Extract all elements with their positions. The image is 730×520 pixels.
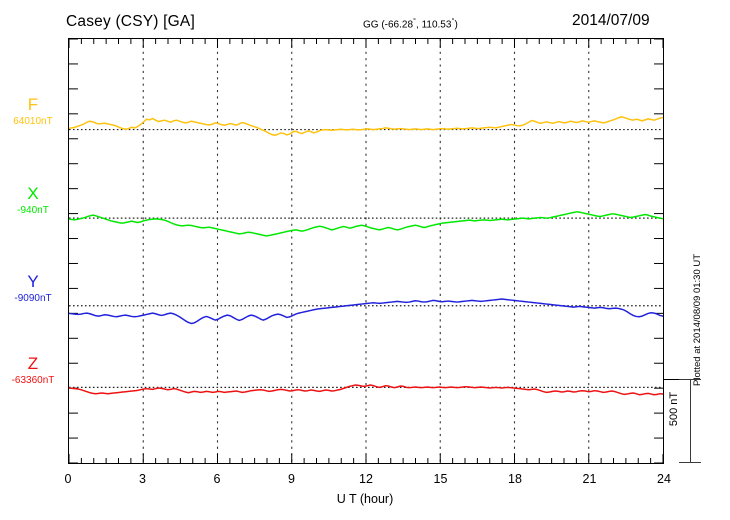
component-label-f: F 64010nT [0, 96, 66, 128]
x-axis-title: U T (hour) [336, 492, 394, 506]
geo-mid: , 110.53 [416, 19, 452, 31]
component-baseline-y: -9090nT [14, 293, 52, 304]
x-tick-label-3: 3 [139, 472, 146, 486]
component-symbol-y: Y [27, 272, 39, 291]
geo-prefix: GG (-66.28 [363, 19, 414, 31]
x-tick-label-9: 9 [288, 472, 295, 486]
scale-bar [679, 379, 701, 464]
scale-bar-top-cap [679, 379, 701, 381]
component-baseline-f: 64010nT [13, 116, 53, 127]
geographic-coordinates: GG (-66.28°, 110.53°) [363, 16, 458, 30]
component-symbol-x: X [27, 184, 39, 203]
scale-bar-leader [664, 379, 680, 381]
component-symbol-z: Z [27, 354, 39, 373]
scale-bar-bottom-cap [679, 462, 701, 464]
component-label-x: X -940nT [0, 185, 66, 217]
x-tick-label-6: 6 [213, 472, 221, 486]
component-label-y: Y -9090nT [0, 273, 66, 305]
scale-bar-label: 500 nT [668, 391, 680, 427]
component-label-z: Z -63360nT [0, 355, 66, 387]
geo-suffix: ) [454, 19, 458, 31]
x-tick-label-21: 21 [582, 472, 597, 486]
scale-bar-line [690, 379, 692, 463]
degree-symbol-icon: ° [413, 16, 417, 25]
observation-date: 2014/07/09 [572, 12, 650, 29]
x-tick-label-24: 24 [657, 472, 671, 486]
x-tick-label-0: 0 [64, 472, 72, 486]
plotted-timestamp: Plotted at 2014/08/09 01:30 UT [692, 253, 703, 386]
degree-symbol-icon: ° [451, 16, 455, 25]
x-tick-label-18: 18 [508, 472, 522, 486]
chart-canvas [69, 39, 663, 463]
component-symbol-f: F [27, 95, 39, 114]
x-tick-label-15: 15 [433, 472, 448, 486]
plot-area [68, 38, 664, 464]
x-tick-label-12: 12 [359, 472, 373, 486]
component-baseline-x: -940nT [17, 205, 49, 216]
page-title: Casey (CSY) [GA] [66, 13, 195, 30]
component-baseline-z: -63360nT [11, 375, 55, 386]
